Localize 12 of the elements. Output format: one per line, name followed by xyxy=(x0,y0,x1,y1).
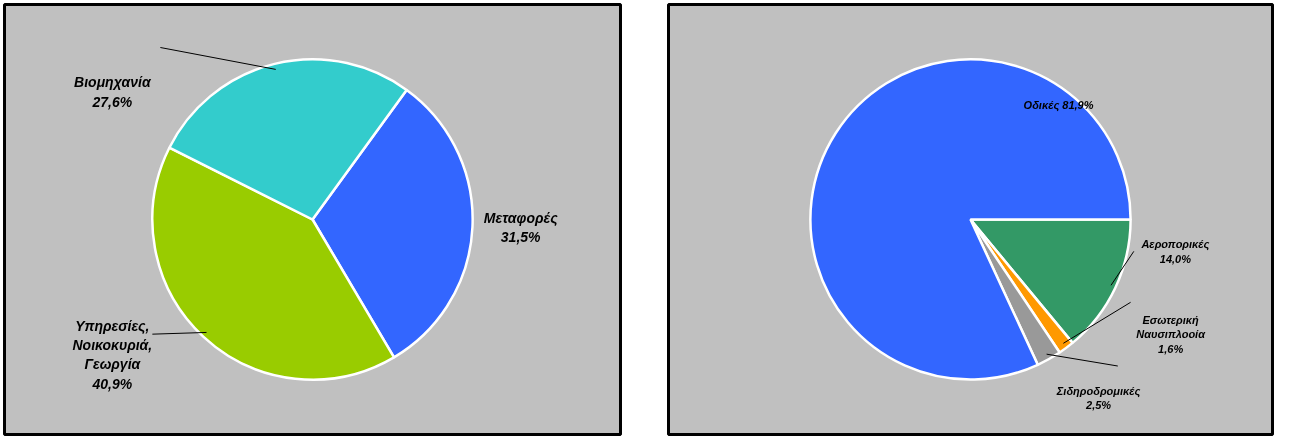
data-label: 1,6% xyxy=(1158,342,1184,355)
data-label: 14,0% xyxy=(1159,252,1192,265)
slice-label: Εσωτερική Ναυσιπλοοία xyxy=(1136,313,1207,341)
slice-label: Σιδηροδρομικές xyxy=(1055,384,1141,398)
data-label: 2,5% xyxy=(1085,399,1112,412)
data-label: 40,9% xyxy=(91,375,133,392)
slice-label: Βιομηχανία xyxy=(74,74,152,91)
data-label: 27,6% xyxy=(91,93,133,110)
slice-label: Αεροπορικές xyxy=(1140,238,1210,252)
slice-label: Υπηρεσίες, Νοικοκυριά, Γεωργία xyxy=(72,318,153,373)
data-label: 31,5% xyxy=(500,229,542,246)
slice-label: Μεταφορές xyxy=(483,209,559,226)
